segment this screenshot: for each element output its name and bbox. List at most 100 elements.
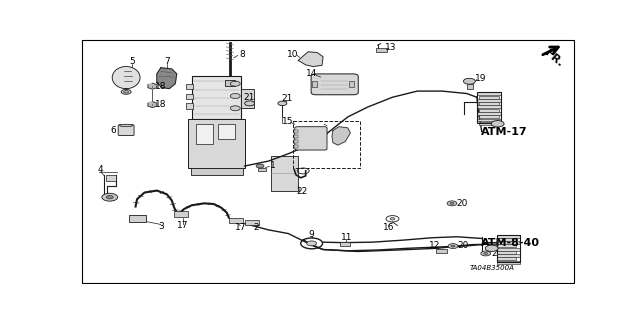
- Bar: [186, 84, 193, 89]
- Bar: [229, 218, 243, 223]
- Circle shape: [447, 201, 457, 206]
- Circle shape: [230, 81, 240, 86]
- Ellipse shape: [120, 124, 132, 127]
- Text: 21: 21: [282, 94, 293, 103]
- Text: 3: 3: [158, 222, 164, 231]
- Bar: [467, 84, 473, 89]
- Bar: [479, 96, 499, 99]
- Text: ATM-17: ATM-17: [481, 127, 527, 137]
- Bar: [376, 48, 387, 52]
- Text: 8: 8: [239, 50, 245, 59]
- Bar: [294, 135, 298, 138]
- Text: 15: 15: [282, 117, 293, 126]
- Circle shape: [244, 101, 255, 106]
- Bar: [497, 248, 520, 251]
- Bar: [479, 122, 499, 125]
- Text: ATM-8-40: ATM-8-40: [481, 238, 540, 249]
- Text: 12: 12: [429, 241, 440, 250]
- Bar: [186, 93, 193, 99]
- Circle shape: [450, 202, 454, 204]
- Text: 20: 20: [456, 199, 468, 208]
- Text: 10: 10: [287, 50, 298, 59]
- Circle shape: [121, 89, 131, 94]
- Bar: [218, 124, 236, 139]
- Bar: [479, 109, 499, 112]
- Bar: [188, 119, 245, 168]
- Circle shape: [124, 91, 129, 93]
- Bar: [497, 235, 520, 262]
- Text: 17: 17: [177, 221, 189, 230]
- Polygon shape: [298, 52, 323, 67]
- Text: 4: 4: [98, 165, 104, 174]
- Circle shape: [307, 241, 317, 246]
- Bar: [436, 249, 447, 253]
- Text: 21: 21: [243, 93, 254, 102]
- Text: 18: 18: [155, 82, 166, 91]
- Bar: [477, 105, 500, 108]
- Circle shape: [481, 251, 491, 256]
- Bar: [241, 89, 253, 108]
- Text: 22: 22: [296, 187, 307, 196]
- Polygon shape: [332, 127, 350, 145]
- Bar: [497, 257, 516, 260]
- FancyBboxPatch shape: [295, 127, 327, 150]
- Polygon shape: [112, 67, 140, 89]
- Text: 2: 2: [254, 223, 259, 232]
- Text: TA04B3500A: TA04B3500A: [469, 265, 514, 271]
- Bar: [479, 102, 499, 105]
- Bar: [497, 235, 520, 238]
- Circle shape: [484, 252, 488, 255]
- Text: 9: 9: [308, 230, 314, 239]
- Polygon shape: [157, 68, 177, 89]
- Bar: [174, 211, 188, 217]
- Bar: [244, 220, 259, 226]
- Bar: [477, 99, 500, 102]
- Bar: [186, 103, 193, 109]
- Text: 13: 13: [385, 43, 397, 52]
- Text: 18: 18: [155, 100, 166, 109]
- Bar: [497, 251, 516, 254]
- Circle shape: [448, 244, 458, 249]
- Text: 20: 20: [491, 249, 502, 258]
- Bar: [294, 130, 298, 133]
- Circle shape: [278, 101, 287, 106]
- Text: FR.: FR.: [542, 48, 564, 68]
- Bar: [477, 112, 500, 115]
- Bar: [479, 115, 499, 118]
- Circle shape: [485, 245, 498, 251]
- Bar: [497, 238, 516, 241]
- Bar: [497, 241, 520, 244]
- Text: 17: 17: [234, 223, 246, 232]
- Bar: [129, 215, 146, 222]
- Bar: [196, 124, 213, 144]
- Circle shape: [256, 164, 264, 168]
- Circle shape: [451, 245, 455, 247]
- Bar: [312, 80, 317, 87]
- Polygon shape: [148, 83, 157, 89]
- FancyBboxPatch shape: [311, 74, 358, 95]
- Circle shape: [230, 106, 240, 111]
- Text: 1: 1: [269, 160, 275, 169]
- Bar: [497, 244, 516, 248]
- Circle shape: [491, 121, 504, 127]
- Bar: [271, 156, 298, 190]
- Bar: [477, 119, 500, 122]
- Circle shape: [230, 93, 240, 99]
- Text: 16: 16: [383, 223, 394, 232]
- Text: 5: 5: [129, 57, 135, 66]
- Bar: [225, 80, 235, 86]
- Bar: [191, 168, 243, 174]
- Text: 7: 7: [164, 57, 170, 66]
- Text: 6: 6: [111, 126, 116, 135]
- Circle shape: [106, 196, 113, 199]
- Circle shape: [102, 193, 118, 201]
- Bar: [294, 145, 298, 148]
- Bar: [293, 121, 360, 168]
- Bar: [191, 76, 241, 119]
- Bar: [106, 174, 116, 182]
- Bar: [497, 254, 520, 257]
- FancyBboxPatch shape: [118, 125, 134, 136]
- Text: 11: 11: [340, 233, 352, 242]
- Circle shape: [390, 218, 395, 220]
- Bar: [497, 261, 520, 263]
